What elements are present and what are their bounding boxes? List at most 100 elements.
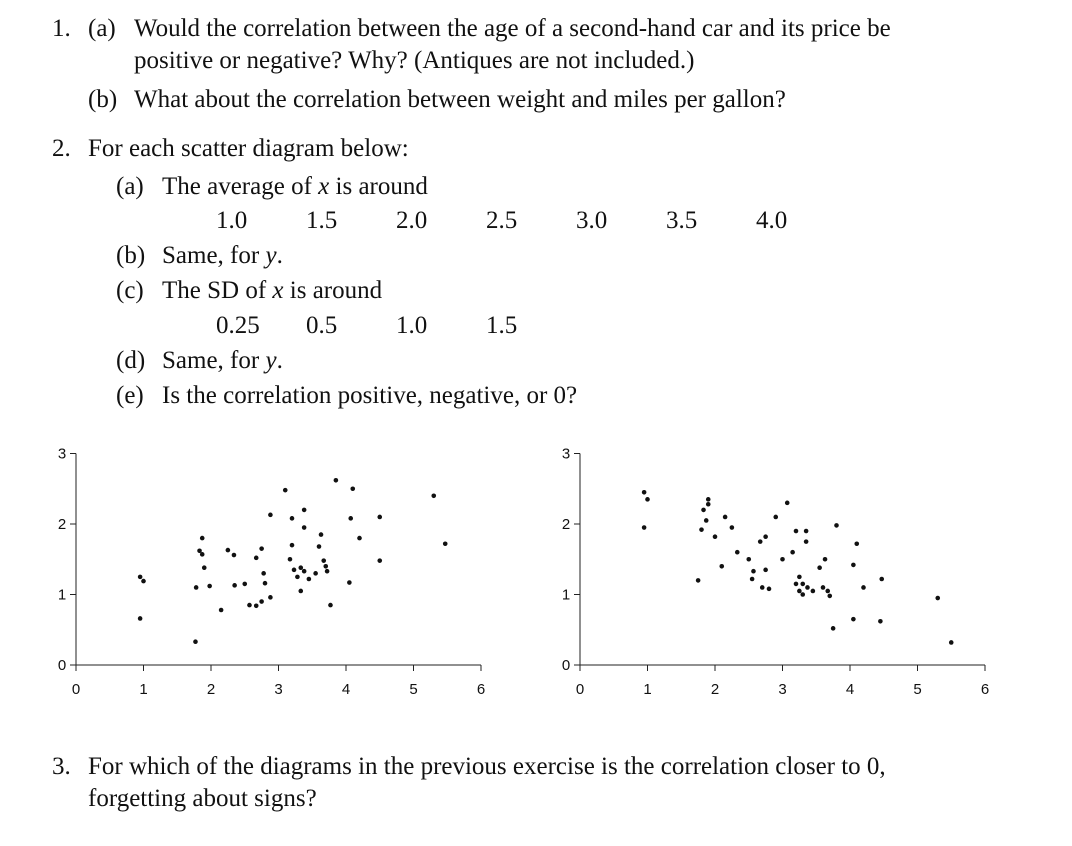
scatter-point [797,588,802,594]
y-tick-label: 3 [58,446,66,463]
scatter-point [318,532,324,537]
scatter-point [800,581,806,587]
scatter-point [746,556,752,562]
scatter-point [207,583,212,589]
scatter-point [820,585,826,590]
q2-b-label: (b) [116,242,146,269]
y-tick-label: 0 [58,657,66,674]
scatter-point [780,556,785,562]
scatter-point [803,539,809,544]
scatter-point [734,549,740,555]
x-tick-label: 0 [576,681,584,698]
scatter-point [797,574,802,580]
scatter-point [825,588,831,594]
scatter-point [641,525,647,530]
q2-number: 2. [52,135,71,162]
scatter-point [751,568,756,574]
scatter-point [830,626,836,631]
scatter-point [827,593,833,599]
scatter-point [763,567,768,573]
scatter-point [287,556,293,562]
scatter-point [935,595,941,601]
scatter-point [805,585,810,590]
scatter-point [295,574,300,580]
scatter-point [324,568,330,574]
q2-a-label: (a) [116,173,144,200]
q1-b-text: What about the correlation between weigh… [134,86,786,113]
y-tick-label: 2 [562,516,570,533]
x-tick-label: 4 [846,681,854,698]
q2-c-option: 0.25 [216,312,260,339]
q1-a-label: (a) [88,15,116,42]
scatter-point [321,558,327,563]
scatter-point [377,558,383,563]
scatter-point [316,544,322,549]
q2-c-label: (c) [116,277,144,304]
scatter-point [247,602,252,608]
scatter-point [350,486,356,492]
scatter-point [357,535,362,541]
q2-c-text: The SD of x is around [162,277,383,304]
scatter-point [854,541,860,547]
scatter-point [242,581,248,587]
scatter-point [268,512,273,518]
x-tick-label: 0 [72,681,80,698]
scatter-point [218,607,224,613]
scatter-point [948,640,954,645]
scatter-point [197,548,202,554]
scatter-point [729,525,735,530]
scatter-point [763,534,768,539]
q2-d-text: Same, for y. [162,347,283,374]
x-tick-label: 6 [477,681,485,698]
q2-c-option: 0.5 [306,312,338,339]
scatter-point [822,556,828,562]
scatter-point [262,580,268,586]
scatter-point [298,588,304,594]
x-tick-label: 1 [139,681,147,698]
x-tick-label: 1 [643,681,651,698]
scatter-point [301,568,307,574]
scatter-point [253,603,259,609]
x-tick-label: 6 [981,681,989,698]
scatter-point [137,616,143,621]
q2-intro: For each scatter diagram below: [88,135,409,162]
scatter-point [851,562,856,568]
q1-a-line2: positive or negative? Why? (Antiques are… [134,47,695,74]
scatter-point [328,602,333,608]
scatter-point [851,616,856,622]
x-tick-label: 2 [207,681,215,698]
scatter-point [377,514,383,520]
scatter-plot-1: 0 1 2 3 4 5 6 0 1 2 3 [58,446,485,699]
scatter-point [695,578,701,583]
scatter-point [261,571,266,576]
x-tick-label: 5 [913,681,921,698]
scatter-point [298,565,304,571]
q2-a-option: 2.0 [396,207,428,234]
q2-d-label: (d) [116,347,146,374]
q2-e-label: (e) [116,382,144,409]
scatter-point [712,534,718,539]
scatter-point [759,585,765,590]
scatter-point [306,576,312,582]
q1-number: 1. [52,15,71,42]
scatter-plot-2: 0 1 2 3 4 5 6 0 1 2 3 [562,446,989,699]
scatter-point [705,501,711,507]
x-tick-label: 4 [342,681,350,698]
x-tick-label: 5 [409,681,417,698]
scatter-point [879,576,885,582]
scatter-point [861,585,866,590]
scatter-point [333,477,339,483]
scatter-point [199,535,205,541]
scatter-point [810,588,816,594]
q2-a-option: 1.0 [216,207,248,234]
scatter-point [137,574,143,580]
scatter-point [773,514,779,520]
scatter-point [705,497,711,502]
q1-a-line1: Would the correlation between the age of… [134,15,891,42]
scatter-point [817,565,822,571]
scatter-point [301,507,307,513]
scatter-point [201,565,207,571]
scatter-point [259,546,264,551]
q2-e-text: Is the correlation positive, negative, o… [162,382,578,409]
